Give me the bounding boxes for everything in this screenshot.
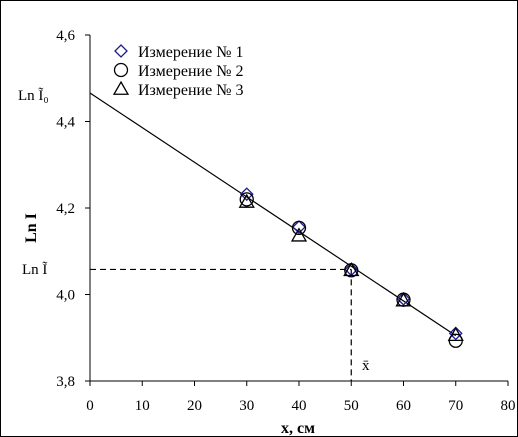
legend-label-1: Измерение № 1	[138, 44, 243, 61]
series-3-point	[290, 227, 308, 242]
legend-marker-1	[114, 44, 128, 58]
series-2-point	[291, 220, 307, 236]
x-tick-label: 80	[501, 398, 516, 414]
series-3-point	[447, 326, 464, 342]
series-3-point	[238, 193, 255, 208]
y-tick-label: 4,0	[56, 288, 75, 304]
legend-marker-3	[112, 80, 130, 95]
intercept-label: Ln Ĩ₀	[18, 88, 49, 104]
x-tick-label: 70	[448, 398, 463, 414]
fit-line-group	[89, 92, 457, 337]
mean-guides	[90, 268, 352, 381]
x-tick-label: 20	[187, 398, 202, 414]
series-1-point	[396, 291, 411, 306]
fit-line	[89, 92, 457, 337]
x-axis-title: x, см	[281, 420, 315, 437]
y-axis-title: Ln I	[23, 213, 40, 243]
x-tick-label: 30	[239, 398, 254, 414]
y-tick-label: 4,2	[56, 201, 75, 217]
y-tick-label: 4,4	[56, 115, 75, 131]
series-3-point	[343, 261, 360, 277]
mean-x-label: x̄	[362, 358, 370, 374]
series-2-point	[239, 192, 254, 207]
y-tick-label: 3,8	[56, 374, 75, 390]
x-tick-label: 60	[396, 398, 411, 414]
series-1-point	[292, 220, 306, 234]
series-3-point	[395, 292, 412, 307]
legend: Измерение № 1 Измерение № 2 Измерение № 3	[112, 44, 243, 99]
series-1-point	[239, 187, 254, 202]
data-marks	[238, 187, 464, 348]
x-tick-label: 0	[86, 398, 94, 414]
mean-y-label: Ln Ĩ	[22, 262, 47, 278]
legend-label-2: Измерение № 2	[138, 63, 243, 80]
ticks: 0 10 20 30 40 50 60 70 80 3,8 4,0 4,2 4,4 4,6	[56, 28, 515, 414]
legend-label-3: Измерение № 3	[138, 82, 243, 99]
y-tick-label: 4,6	[56, 28, 75, 44]
x-tick-label: 10	[135, 398, 150, 414]
x-tick-label: 40	[292, 398, 307, 414]
legend-marker-2	[113, 62, 129, 78]
x-tick-label: 50	[344, 398, 359, 414]
series-1-point	[448, 326, 463, 341]
